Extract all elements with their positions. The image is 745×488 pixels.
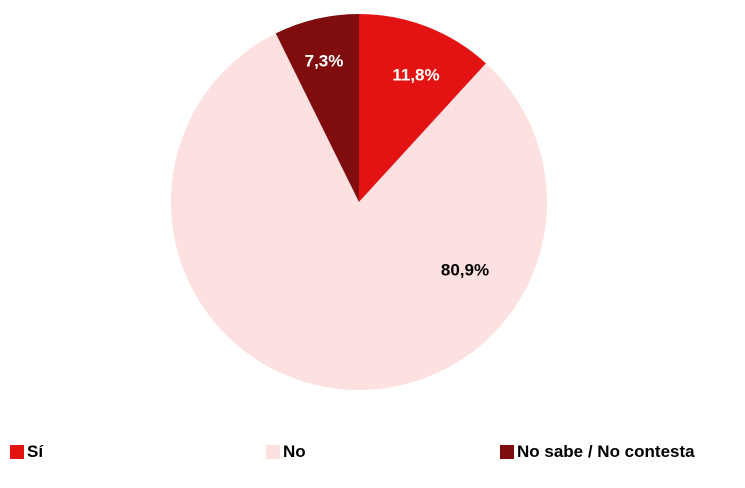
pie-slice-no	[170, 33, 547, 391]
pie-labels: 11,8% 80,9% 7,3%	[305, 51, 489, 279]
legend-item-no: No	[266, 440, 306, 464]
legend-swatch-no-sabe	[500, 445, 514, 459]
legend-item-no-sabe: No sabe / No contesta	[500, 440, 695, 464]
legend-label-si: Sí	[27, 442, 44, 461]
pie-slice-no-sabe	[275, 13, 359, 202]
pie-slices	[170, 13, 547, 391]
legend-item-si: Sí	[10, 440, 43, 464]
legend-swatch-no	[266, 445, 280, 459]
pie-label-no: 80,9%	[441, 260, 489, 279]
legend-label-no: No	[283, 442, 306, 461]
pie-label-no-sabe: 7,3%	[305, 51, 344, 70]
pie-slice-si	[359, 14, 486, 202]
legend: Sí No No sabe / No contesta	[0, 440, 745, 464]
legend-label-no-sabe: No sabe / No contesta	[517, 442, 695, 461]
pie-label-si: 11,8%	[392, 65, 439, 84]
legend-swatch-si	[10, 445, 24, 459]
